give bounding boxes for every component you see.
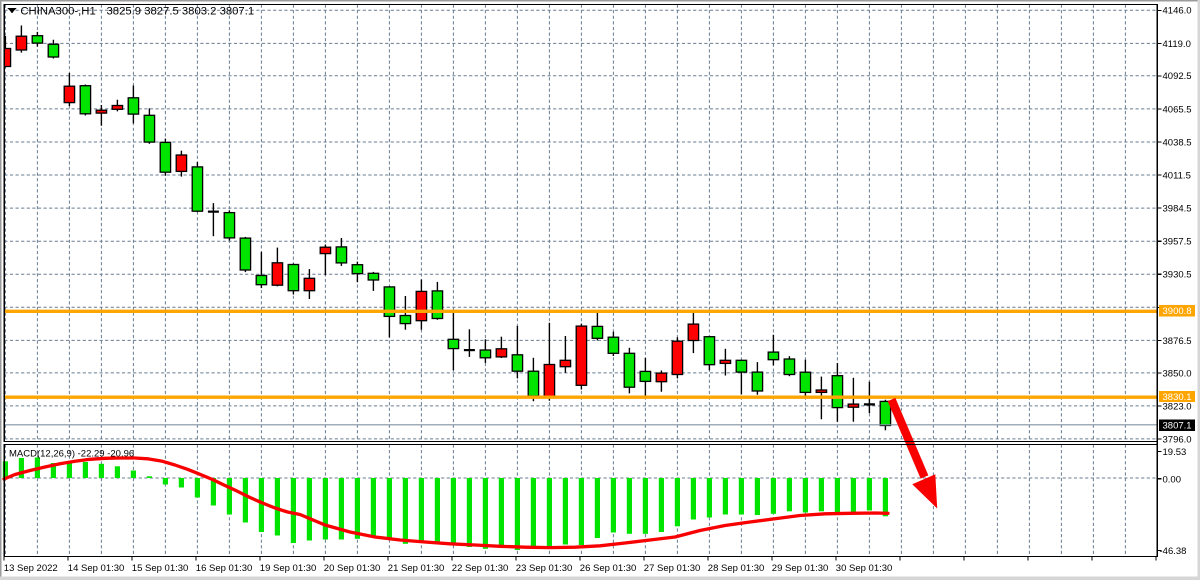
- svg-text:19.53: 19.53: [1163, 447, 1187, 458]
- svg-text:30 Sep 01:30: 30 Sep 01:30: [836, 563, 893, 574]
- svg-text:3900.8: 3900.8: [1163, 306, 1192, 317]
- svg-text:4011.5: 4011.5: [1163, 170, 1191, 181]
- svg-text:4092.5: 4092.5: [1163, 71, 1192, 82]
- svg-text:14 Sep 01:30: 14 Sep 01:30: [68, 563, 125, 574]
- svg-text:29 Sep 01:30: 29 Sep 01:30: [772, 563, 829, 574]
- svg-text:15 Sep 01:30: 15 Sep 01:30: [132, 563, 189, 574]
- svg-text:4038.5: 4038.5: [1163, 137, 1192, 148]
- svg-text:-46.38: -46.38: [1160, 546, 1187, 557]
- svg-text:4065.5: 4065.5: [1163, 104, 1192, 115]
- svg-text:3825.9 3827.5 3803.2 3807.1: 3825.9 3827.5 3803.2 3807.1: [107, 6, 255, 18]
- svg-text:3876.5: 3876.5: [1163, 336, 1192, 347]
- svg-text:3850.0: 3850.0: [1163, 368, 1192, 379]
- svg-text:16 Sep 01:30: 16 Sep 01:30: [196, 563, 253, 574]
- svg-text:13 Sep 2022: 13 Sep 2022: [4, 563, 58, 574]
- svg-text:3823.0: 3823.0: [1163, 401, 1192, 412]
- svg-text:22 Sep 01:30: 22 Sep 01:30: [452, 563, 509, 574]
- svg-text:4146.0: 4146.0: [1163, 6, 1192, 17]
- svg-text:3830.1: 3830.1: [1163, 392, 1192, 403]
- svg-text:3930.5: 3930.5: [1163, 270, 1192, 281]
- svg-text:3796.0: 3796.0: [1163, 434, 1192, 445]
- svg-text:21 Sep 01:30: 21 Sep 01:30: [388, 563, 445, 574]
- svg-text:26 Sep 01:30: 26 Sep 01:30: [580, 563, 637, 574]
- svg-text:CHINA300-,H1: CHINA300-,H1: [20, 6, 95, 18]
- svg-text:3984.5: 3984.5: [1163, 204, 1192, 215]
- svg-text:3807.1: 3807.1: [1163, 421, 1192, 432]
- svg-text:MACD(12,26,9) -22.29 -20.96: MACD(12,26,9) -22.29 -20.96: [9, 448, 134, 459]
- svg-text:0.00: 0.00: [1163, 474, 1182, 485]
- svg-text:19 Sep 01:30: 19 Sep 01:30: [260, 563, 317, 574]
- svg-text:23 Sep 01:30: 23 Sep 01:30: [516, 563, 573, 574]
- svg-text:28 Sep 01:30: 28 Sep 01:30: [708, 563, 765, 574]
- svg-text:3957.5: 3957.5: [1163, 237, 1192, 248]
- svg-text:27 Sep 01:30: 27 Sep 01:30: [644, 563, 701, 574]
- svg-text:4119.0: 4119.0: [1163, 39, 1191, 50]
- svg-text:20 Sep 01:30: 20 Sep 01:30: [324, 563, 381, 574]
